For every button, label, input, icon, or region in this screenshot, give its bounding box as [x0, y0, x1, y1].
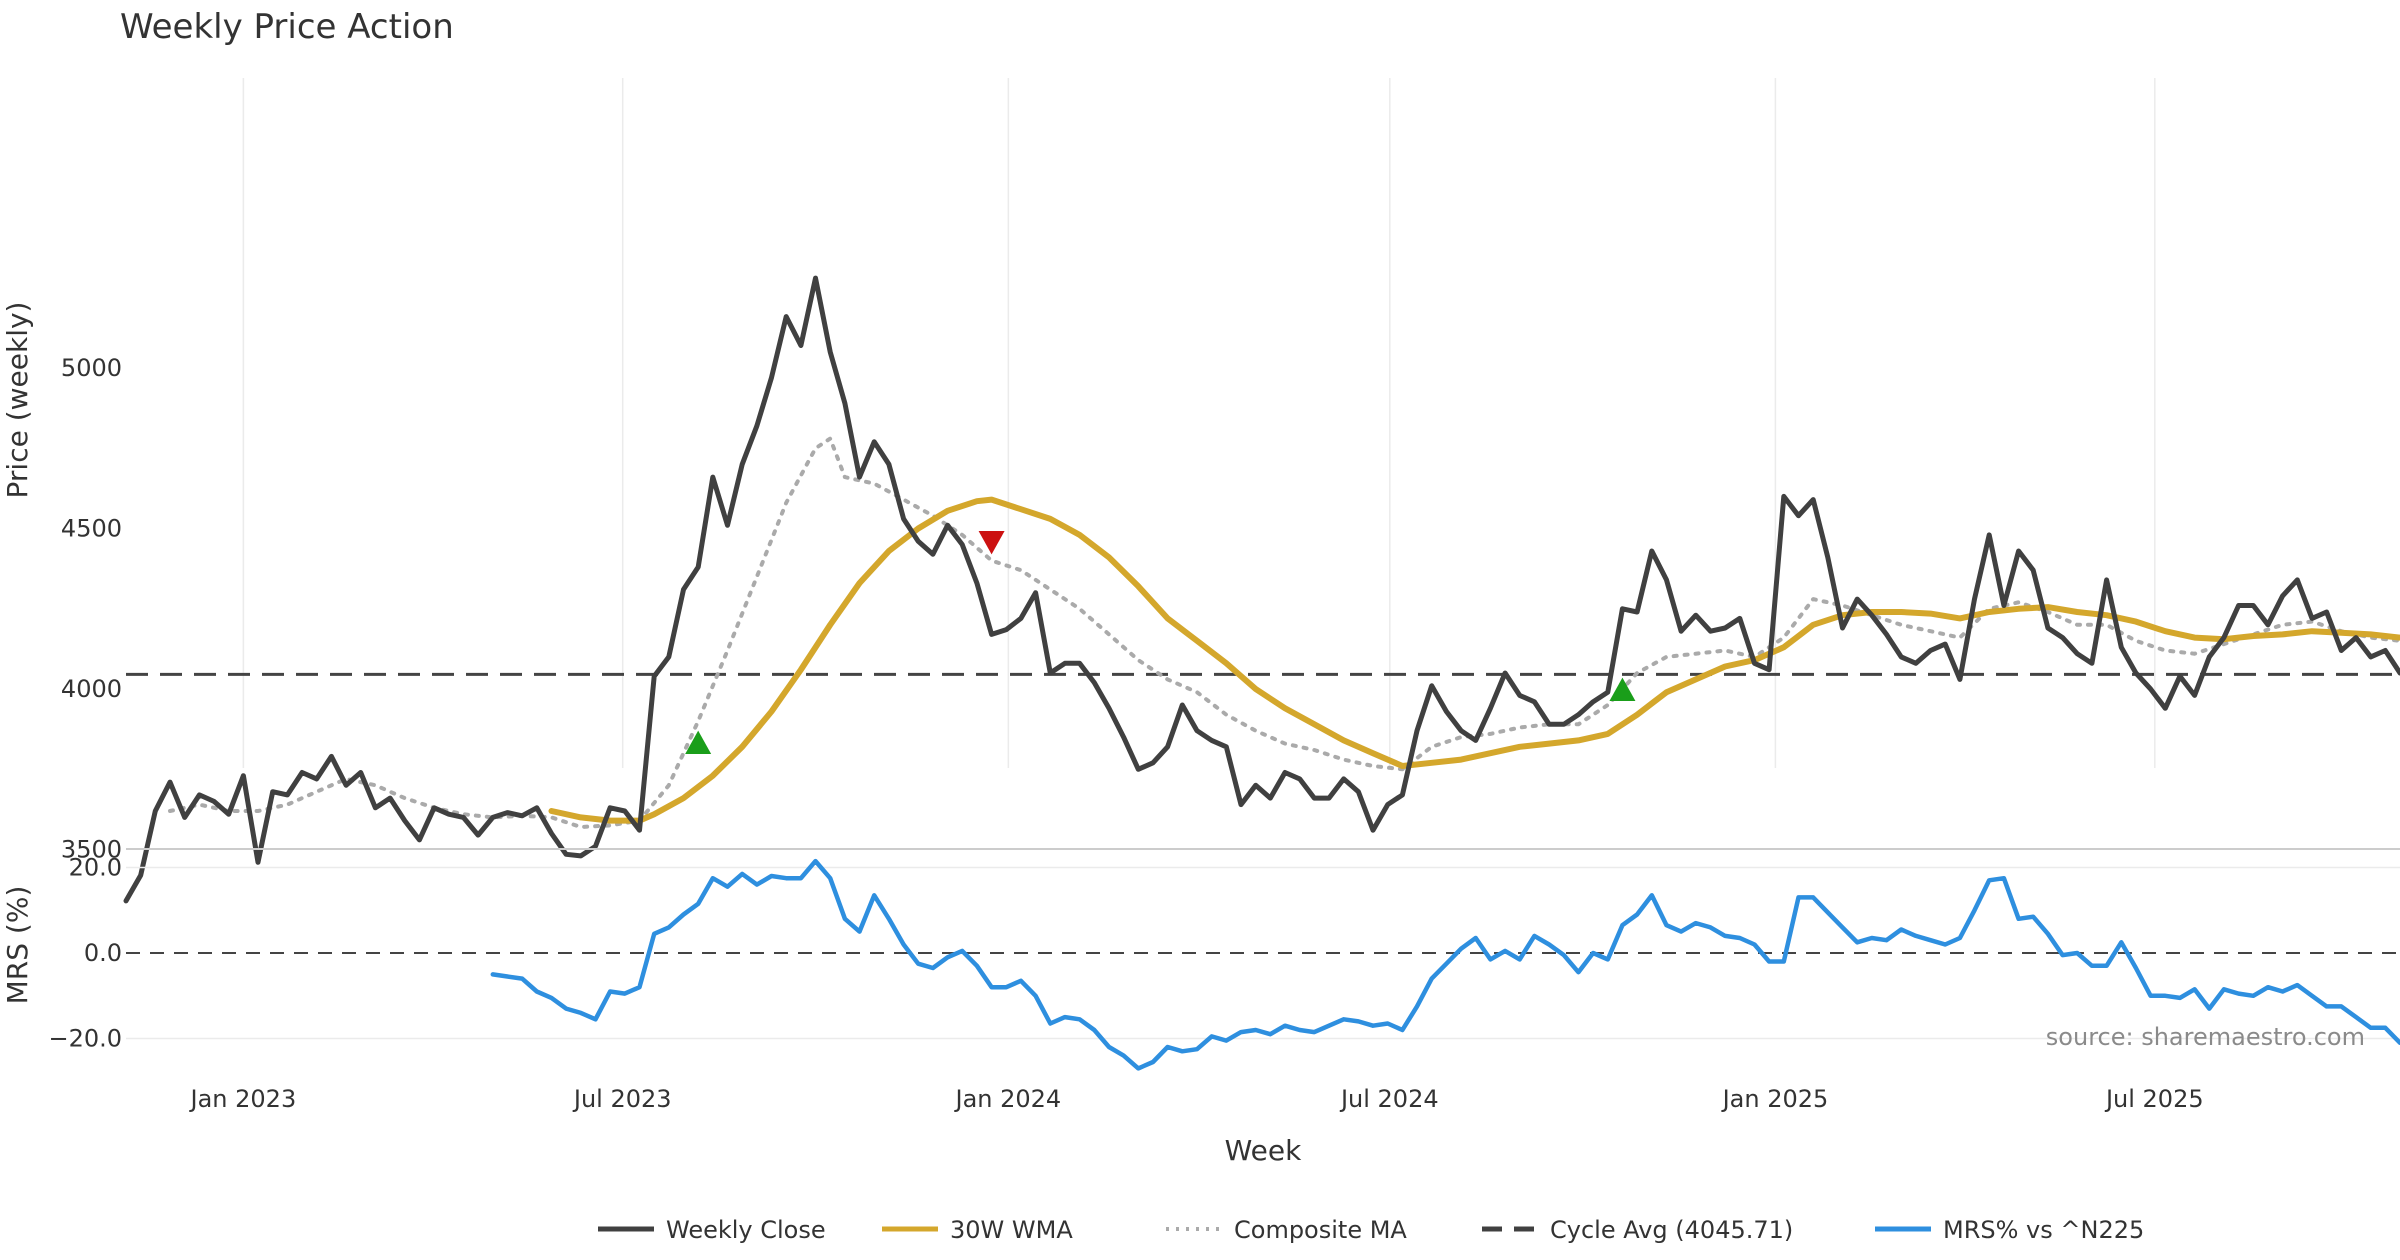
legend-label: Cycle Avg (4045.71)	[1550, 1216, 1793, 1244]
legend-label: 30W WMA	[950, 1216, 1073, 1244]
buy-signal-marker	[685, 730, 712, 754]
legend-item: MRS% vs ^N225	[1875, 1216, 2144, 1244]
legend-label: MRS% vs ^N225	[1943, 1216, 2144, 1244]
x-tick-label: Jan 2025	[1721, 1085, 1829, 1113]
x-tick-label: Jul 2023	[572, 1085, 672, 1113]
sell-signal-marker	[978, 530, 1005, 555]
price-y-ticks: 3500 4000 4500 5000	[61, 354, 122, 864]
mrs-y-ticks: 20.0 0.0 −20.0	[48, 854, 122, 1053]
chart-title: Weekly Price Action	[120, 7, 454, 47]
buy-signal-marker	[1609, 677, 1636, 702]
series-line-weekly-close	[123, 275, 2400, 904]
mrs-series	[490, 858, 2400, 1071]
legend-item: Weekly Close	[598, 1216, 826, 1244]
legend-label: Composite MA	[1234, 1216, 1407, 1244]
mrs-y-tick-label: 0.0	[84, 939, 122, 967]
price-y-tick-label: 4000	[61, 675, 122, 703]
legend-item: 30W WMA	[882, 1216, 1073, 1244]
signal-markers	[685, 530, 1636, 754]
legend-label: Weekly Close	[666, 1216, 826, 1244]
mrs-y-axis-label: MRS (%)	[1, 886, 34, 1005]
source-note: source: sharemaestro.com	[2046, 1023, 2365, 1051]
mrs-y-tick-label: 20.0	[69, 854, 122, 882]
x-tick-label: Jan 2024	[954, 1085, 1062, 1113]
x-axis-ticks: Jan 2023 Jul 2023 Jan 2024 Jul 2024 Jan 2025…	[189, 1085, 2204, 1113]
price-series	[123, 275, 2400, 904]
legend-item: Composite MA	[1166, 1216, 1407, 1244]
price-y-tick-label: 3500	[61, 836, 122, 864]
mrs-y-tick-label: −20.0	[48, 1025, 122, 1053]
x-tick-label: Jul 2024	[1339, 1085, 1439, 1113]
series-line-composite-ma	[168, 436, 2400, 829]
legend: Weekly Close 30W WMA Composite MA Cycle Avg…	[598, 1216, 2144, 1244]
price-grid	[242, 78, 2156, 768]
x-tick-label: Jul 2025	[2104, 1085, 2204, 1113]
series-line-mrs-vs-n225	[490, 858, 2400, 1071]
legend-item: Cycle Avg (4045.71)	[1482, 1216, 1793, 1244]
price-y-tick-label: 5000	[61, 354, 122, 382]
mrs-grid	[126, 866, 2400, 1040]
x-tick-label: Jan 2023	[189, 1085, 297, 1113]
price-y-axis-label: Price (weekly)	[1, 302, 34, 499]
x-axis-label: Week	[1225, 1134, 1302, 1167]
price-y-tick-label: 4500	[61, 515, 122, 543]
series-line-30w-wma	[548, 496, 2400, 824]
